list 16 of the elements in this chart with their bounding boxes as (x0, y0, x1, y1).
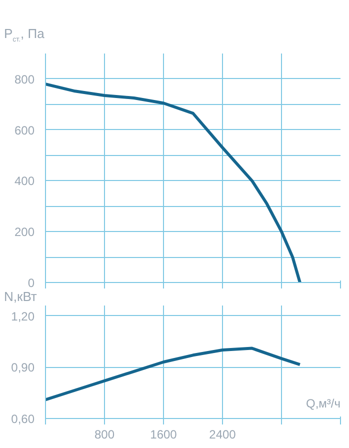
y-tick-label: 0,90 (11, 360, 35, 375)
y-tick-label: 400 (14, 174, 35, 188)
y-tick-label: 0,60 (11, 412, 35, 426)
y-tick-label: 600 (14, 123, 35, 138)
x-axis-title: Q,м³/ч (306, 396, 340, 410)
y-tick-label: 1,20 (11, 309, 35, 324)
y-tick-label: 800 (14, 72, 35, 86)
y-tick-label: 0 (28, 276, 35, 290)
x-tick-label: 2400 (209, 428, 236, 442)
line-series (46, 82, 302, 282)
x-tick-label: 1600 (150, 428, 178, 442)
x-tick-label: 800 (94, 428, 115, 442)
y-axis-title: N,кВт (4, 289, 37, 304)
line-series (46, 346, 302, 402)
y-tick-label: 200 (14, 225, 35, 240)
y-axis-title: P$_{ст.}$, Па (4, 26, 44, 46)
